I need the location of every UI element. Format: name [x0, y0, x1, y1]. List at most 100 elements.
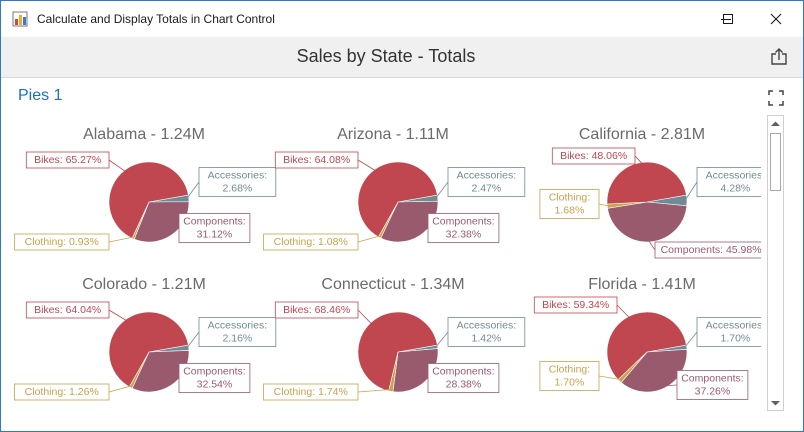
item-caption: Pies 1: [18, 87, 63, 104]
data-label-box: [427, 363, 500, 393]
label-leader-line: [684, 331, 698, 348]
data-label-box: [551, 147, 636, 165]
app-icon: [12, 11, 28, 27]
data-label-box: [274, 301, 359, 319]
label-leader-line: [664, 384, 678, 387]
data-label: 37.26%: [695, 386, 731, 398]
data-label-box: [539, 361, 600, 391]
dashboard-title: Sales by State - Totals: [296, 46, 476, 66]
data-label: 2.47%: [472, 183, 502, 195]
vertical-scrollbar[interactable]: [767, 115, 784, 411]
data-label: Bikes: 64.04%: [34, 304, 101, 316]
data-label: Accessories:: [208, 320, 268, 332]
pie-slice-components: [620, 348, 688, 393]
chevron-up-icon: [771, 121, 780, 126]
label-leader-line: [108, 159, 127, 173]
data-label: Clothing: 1.08%: [274, 236, 348, 248]
pie-slice-bikes: [606, 161, 687, 205]
label-leader-line: [186, 331, 200, 349]
scroll-up-button[interactable]: [768, 116, 783, 131]
scroll-down-button[interactable]: [768, 395, 783, 410]
scroll-thumb[interactable]: [770, 133, 781, 191]
data-label-box: [198, 317, 277, 347]
data-label: Clothing: 0.93%: [25, 236, 99, 248]
data-label: Accessories:: [457, 170, 517, 182]
label-leader-line: [357, 159, 377, 172]
chevron-down-icon: [771, 400, 780, 405]
data-label-box: [533, 296, 618, 314]
window-title: Calculate and Display Totals in Chart Co…: [37, 12, 275, 26]
dashboard-header: Sales by State - Totals: [1, 37, 803, 78]
pie-slice-components: [131, 350, 190, 393]
data-label-box: [178, 363, 251, 393]
data-label: 31.12%: [197, 229, 233, 241]
data-label: Components:: [432, 366, 494, 378]
close-button[interactable]: [753, 1, 799, 37]
pie-slice-bikes: [108, 311, 189, 388]
pie-title: California - 2.81M: [579, 126, 705, 143]
pie-slice-bikes: [108, 161, 189, 239]
label-leader-line: [616, 304, 631, 319]
label-leader-line: [170, 227, 180, 234]
fullscreen-icon[interactable]: [767, 89, 785, 107]
data-label: 32.38%: [446, 229, 482, 241]
data-label-box: [14, 383, 110, 401]
pie-slice-components: [380, 200, 439, 243]
data-label: Bikes: 48.06%: [560, 150, 627, 162]
data-label-box: [198, 167, 277, 197]
data-label: Clothing: 1.74%: [274, 386, 348, 398]
data-label: Accessories:: [457, 320, 517, 332]
data-label-box: [263, 233, 359, 251]
data-label: Accessories:: [706, 170, 761, 182]
data-label-box: [654, 241, 761, 259]
data-label-box: [274, 151, 359, 169]
data-label: Components:: [183, 366, 245, 378]
data-label: Components:: [432, 216, 494, 228]
label-leader-line: [357, 309, 373, 325]
export-icon[interactable]: [769, 47, 789, 67]
data-label-box: [25, 301, 110, 319]
data-label-box: [263, 383, 359, 401]
pie-title: Florida - 1.41M: [588, 276, 696, 293]
label-leader-line: [357, 235, 381, 243]
label-leader-line: [684, 181, 698, 201]
data-label-box: [696, 167, 761, 197]
data-label: Components:: [681, 373, 743, 385]
label-leader-line: [357, 389, 392, 393]
pie-chart-grid: Alabama - 1.24M Bikes: 65.27% Accessories:…: [14, 126, 761, 401]
close-icon: [770, 13, 782, 25]
data-label: Bikes: 65.27%: [34, 154, 101, 166]
data-label: Clothing:: [549, 364, 590, 376]
label-leader-line: [435, 331, 449, 348]
data-label: 1.70%: [721, 333, 751, 345]
data-label: 1.68%: [555, 205, 585, 217]
label-leader-line: [186, 181, 200, 199]
pie-slice-bikes: [357, 161, 438, 238]
data-label: Bikes: 64.08%: [283, 154, 350, 166]
pie-title: Alabama - 1.24M: [83, 126, 205, 143]
label-leader-line: [598, 375, 621, 380]
data-label-box: [447, 167, 526, 197]
data-label: Clothing: 1.26%: [25, 386, 99, 398]
data-label: 1.70%: [555, 377, 585, 389]
data-label: Accessories:: [208, 170, 268, 182]
minimize-button[interactable]: [703, 1, 749, 37]
maximize-icon: [723, 14, 733, 24]
label-leader-line: [108, 236, 134, 243]
label-leader-line: [418, 227, 429, 235]
pie-slice-components: [607, 201, 688, 243]
pie-slice-components: [392, 348, 439, 393]
data-label-box: [676, 370, 749, 400]
data-label: Bikes: 68.46%: [283, 304, 350, 316]
data-label: Bikes: 59.34%: [542, 299, 609, 311]
data-label: 28.38%: [446, 379, 482, 391]
data-label: Accessories:: [706, 320, 761, 332]
label-leader-line: [598, 203, 610, 207]
data-label: 1.42%: [472, 333, 502, 345]
pie-slice-components: [133, 201, 190, 243]
label-leader-line: [435, 181, 449, 199]
data-label-box: [696, 317, 761, 347]
label-leader-line: [634, 155, 643, 165]
maximize-button[interactable]: [705, 1, 751, 37]
